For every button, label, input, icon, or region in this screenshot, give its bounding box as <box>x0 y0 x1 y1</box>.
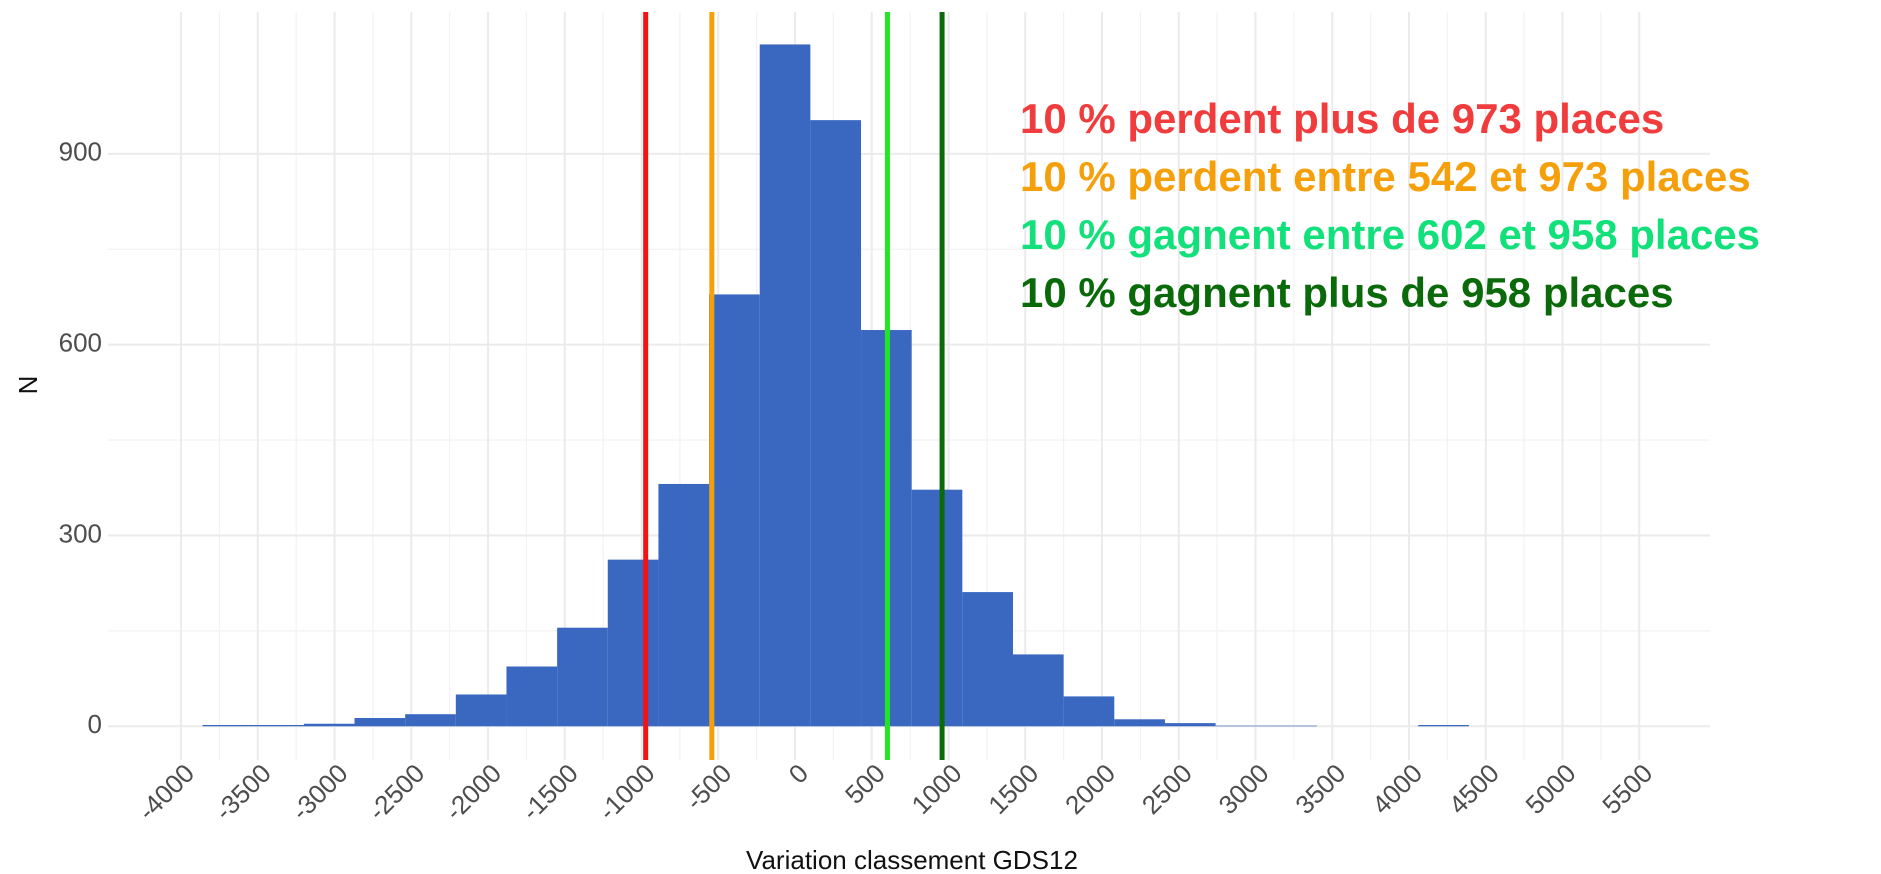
bar <box>810 120 862 727</box>
bar <box>506 666 558 727</box>
x-tick-label: 2500 <box>1136 758 1198 820</box>
x-tick-label: 1000 <box>906 758 968 820</box>
bar <box>1114 719 1165 727</box>
x-tick-label: -4000 <box>132 758 200 826</box>
bar <box>557 627 608 727</box>
x-tick-label: 3500 <box>1289 758 1351 820</box>
annotation: 10 % gagnent plus de 958 places <box>1020 269 1674 316</box>
x-tick-label: 5000 <box>1519 758 1581 820</box>
x-tick-label: 2000 <box>1059 758 1121 820</box>
x-tick-label: 0 <box>783 758 814 789</box>
x-tick-label: 5500 <box>1596 758 1658 820</box>
bar <box>709 294 760 727</box>
x-tick-label: -2500 <box>362 758 430 826</box>
bar <box>405 714 456 727</box>
annotation: 10 % perdent plus de 973 places <box>1020 95 1664 142</box>
bar <box>1266 725 1317 727</box>
bar <box>253 725 304 727</box>
x-tick-label: -500 <box>679 758 737 816</box>
bar <box>303 723 355 727</box>
bar <box>911 489 963 727</box>
x-tick-label: 3000 <box>1212 758 1274 820</box>
bar <box>658 483 710 727</box>
y-tick-label: 600 <box>59 328 102 358</box>
bar <box>1012 654 1064 727</box>
bar <box>1063 696 1115 727</box>
bar <box>202 725 254 727</box>
x-tick-label: -3500 <box>209 758 277 826</box>
x-tick-label: -1500 <box>516 758 584 826</box>
y-tick-label: 0 <box>88 709 102 739</box>
x-tick-label: 4500 <box>1443 758 1505 820</box>
bar <box>759 44 811 727</box>
x-tick-label: -3000 <box>285 758 353 826</box>
y-tick-label: 300 <box>59 518 102 548</box>
bar <box>1164 723 1216 727</box>
bar <box>455 694 507 727</box>
x-tick-label: 4000 <box>1366 758 1428 820</box>
annotation: 10 % perdent entre 542 et 973 places <box>1020 153 1751 200</box>
bar <box>354 718 406 727</box>
y-tick-label: 900 <box>59 137 102 167</box>
bar <box>962 592 1013 727</box>
x-axis-label: Variation classement GDS12 <box>746 845 1078 874</box>
annotation: 10 % gagnent entre 602 et 958 places <box>1020 211 1760 258</box>
bar <box>1418 725 1469 727</box>
bar <box>1215 725 1267 727</box>
x-tick-label: 1500 <box>982 758 1044 820</box>
y-axis-label: N <box>13 376 43 395</box>
x-tick-label: 500 <box>839 758 891 810</box>
x-tick-label: -1000 <box>592 758 660 826</box>
bar <box>607 559 659 727</box>
x-tick-label: -2000 <box>439 758 507 826</box>
